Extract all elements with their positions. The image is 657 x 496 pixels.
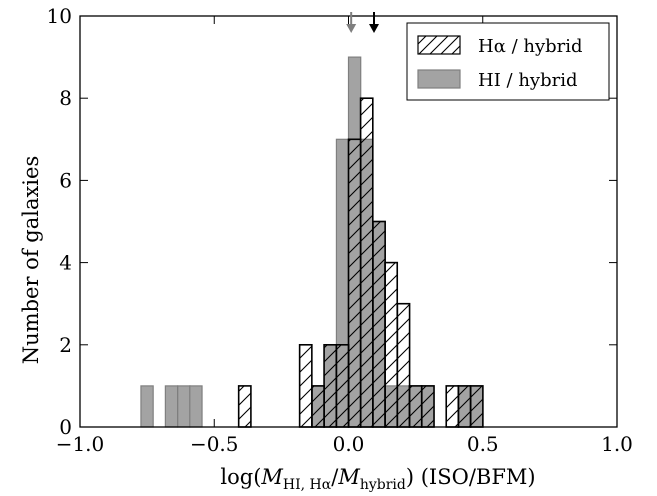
y-tick-label: 4: [59, 251, 72, 275]
x-label-slash: /: [331, 465, 339, 489]
halpha-bar: [396, 302, 411, 428]
x-tick-label: −1.0: [56, 432, 105, 456]
legend: Hα / hybrid HI / hybrid: [406, 22, 610, 101]
hi-marker-head: [346, 24, 357, 33]
x-axis-label: log(MHI, Hα/Mhybrid) (ISO/BFM): [220, 465, 535, 493]
x-tick-label: 1.0: [601, 432, 633, 456]
halpha-bar: [408, 385, 423, 428]
x-label-suffix: ) (ISO/BFM): [406, 465, 536, 489]
x-label-prefix: log(: [220, 465, 261, 489]
hi-bar: [164, 385, 179, 428]
y-axis-label: Number of galaxies: [19, 156, 43, 364]
hi-bar: [177, 385, 191, 428]
halpha-bar: [323, 343, 338, 428]
y-tick-label: 6: [59, 168, 72, 192]
halpha-bar: [311, 385, 326, 428]
x-label-mass-hi: M: [260, 465, 283, 489]
legend-label-halpha: Hα / hybrid: [478, 36, 583, 57]
legend-swatch-halpha: [417, 35, 461, 55]
halpha-bar: [237, 385, 252, 428]
axis-ticks: −1.0 −0.5 0.0 0.5 1.0 0 2 4 6 8 10: [47, 4, 633, 456]
y-tick-label: 0: [59, 415, 72, 439]
hi-bar: [189, 385, 203, 428]
halpha-bar: [347, 138, 362, 428]
legend-label-hi: HI / hybrid: [478, 70, 577, 91]
halpha-bar: [372, 220, 386, 428]
halpha-bar: [420, 385, 435, 428]
halpha-bar: [335, 343, 350, 428]
halpha-series-bars: [237, 97, 484, 428]
halpha-bar: [359, 97, 374, 428]
x-label-sub-hybrid: hybrid: [360, 477, 406, 493]
y-tick-label: 8: [59, 86, 72, 110]
halpha-bar: [298, 343, 313, 428]
y-tick-label: 10: [47, 4, 72, 28]
x-label-sub-hi: HI, Hα: [283, 477, 332, 493]
halpha-marker-head: [369, 24, 380, 33]
legend-swatch-hi: [417, 69, 461, 89]
halpha-bar: [457, 385, 472, 428]
x-tick-label: −0.5: [190, 432, 239, 456]
halpha-bar: [445, 385, 460, 428]
halpha-bar: [384, 261, 399, 428]
x-tick-label: 0.0: [333, 432, 365, 456]
x-tick-label: 0.5: [467, 432, 499, 456]
x-label-mass-hybrid: M: [337, 465, 360, 489]
y-tick-label: 2: [59, 333, 72, 357]
median-markers: [346, 12, 380, 33]
halpha-bar: [469, 385, 484, 428]
hi-bar: [140, 385, 154, 428]
